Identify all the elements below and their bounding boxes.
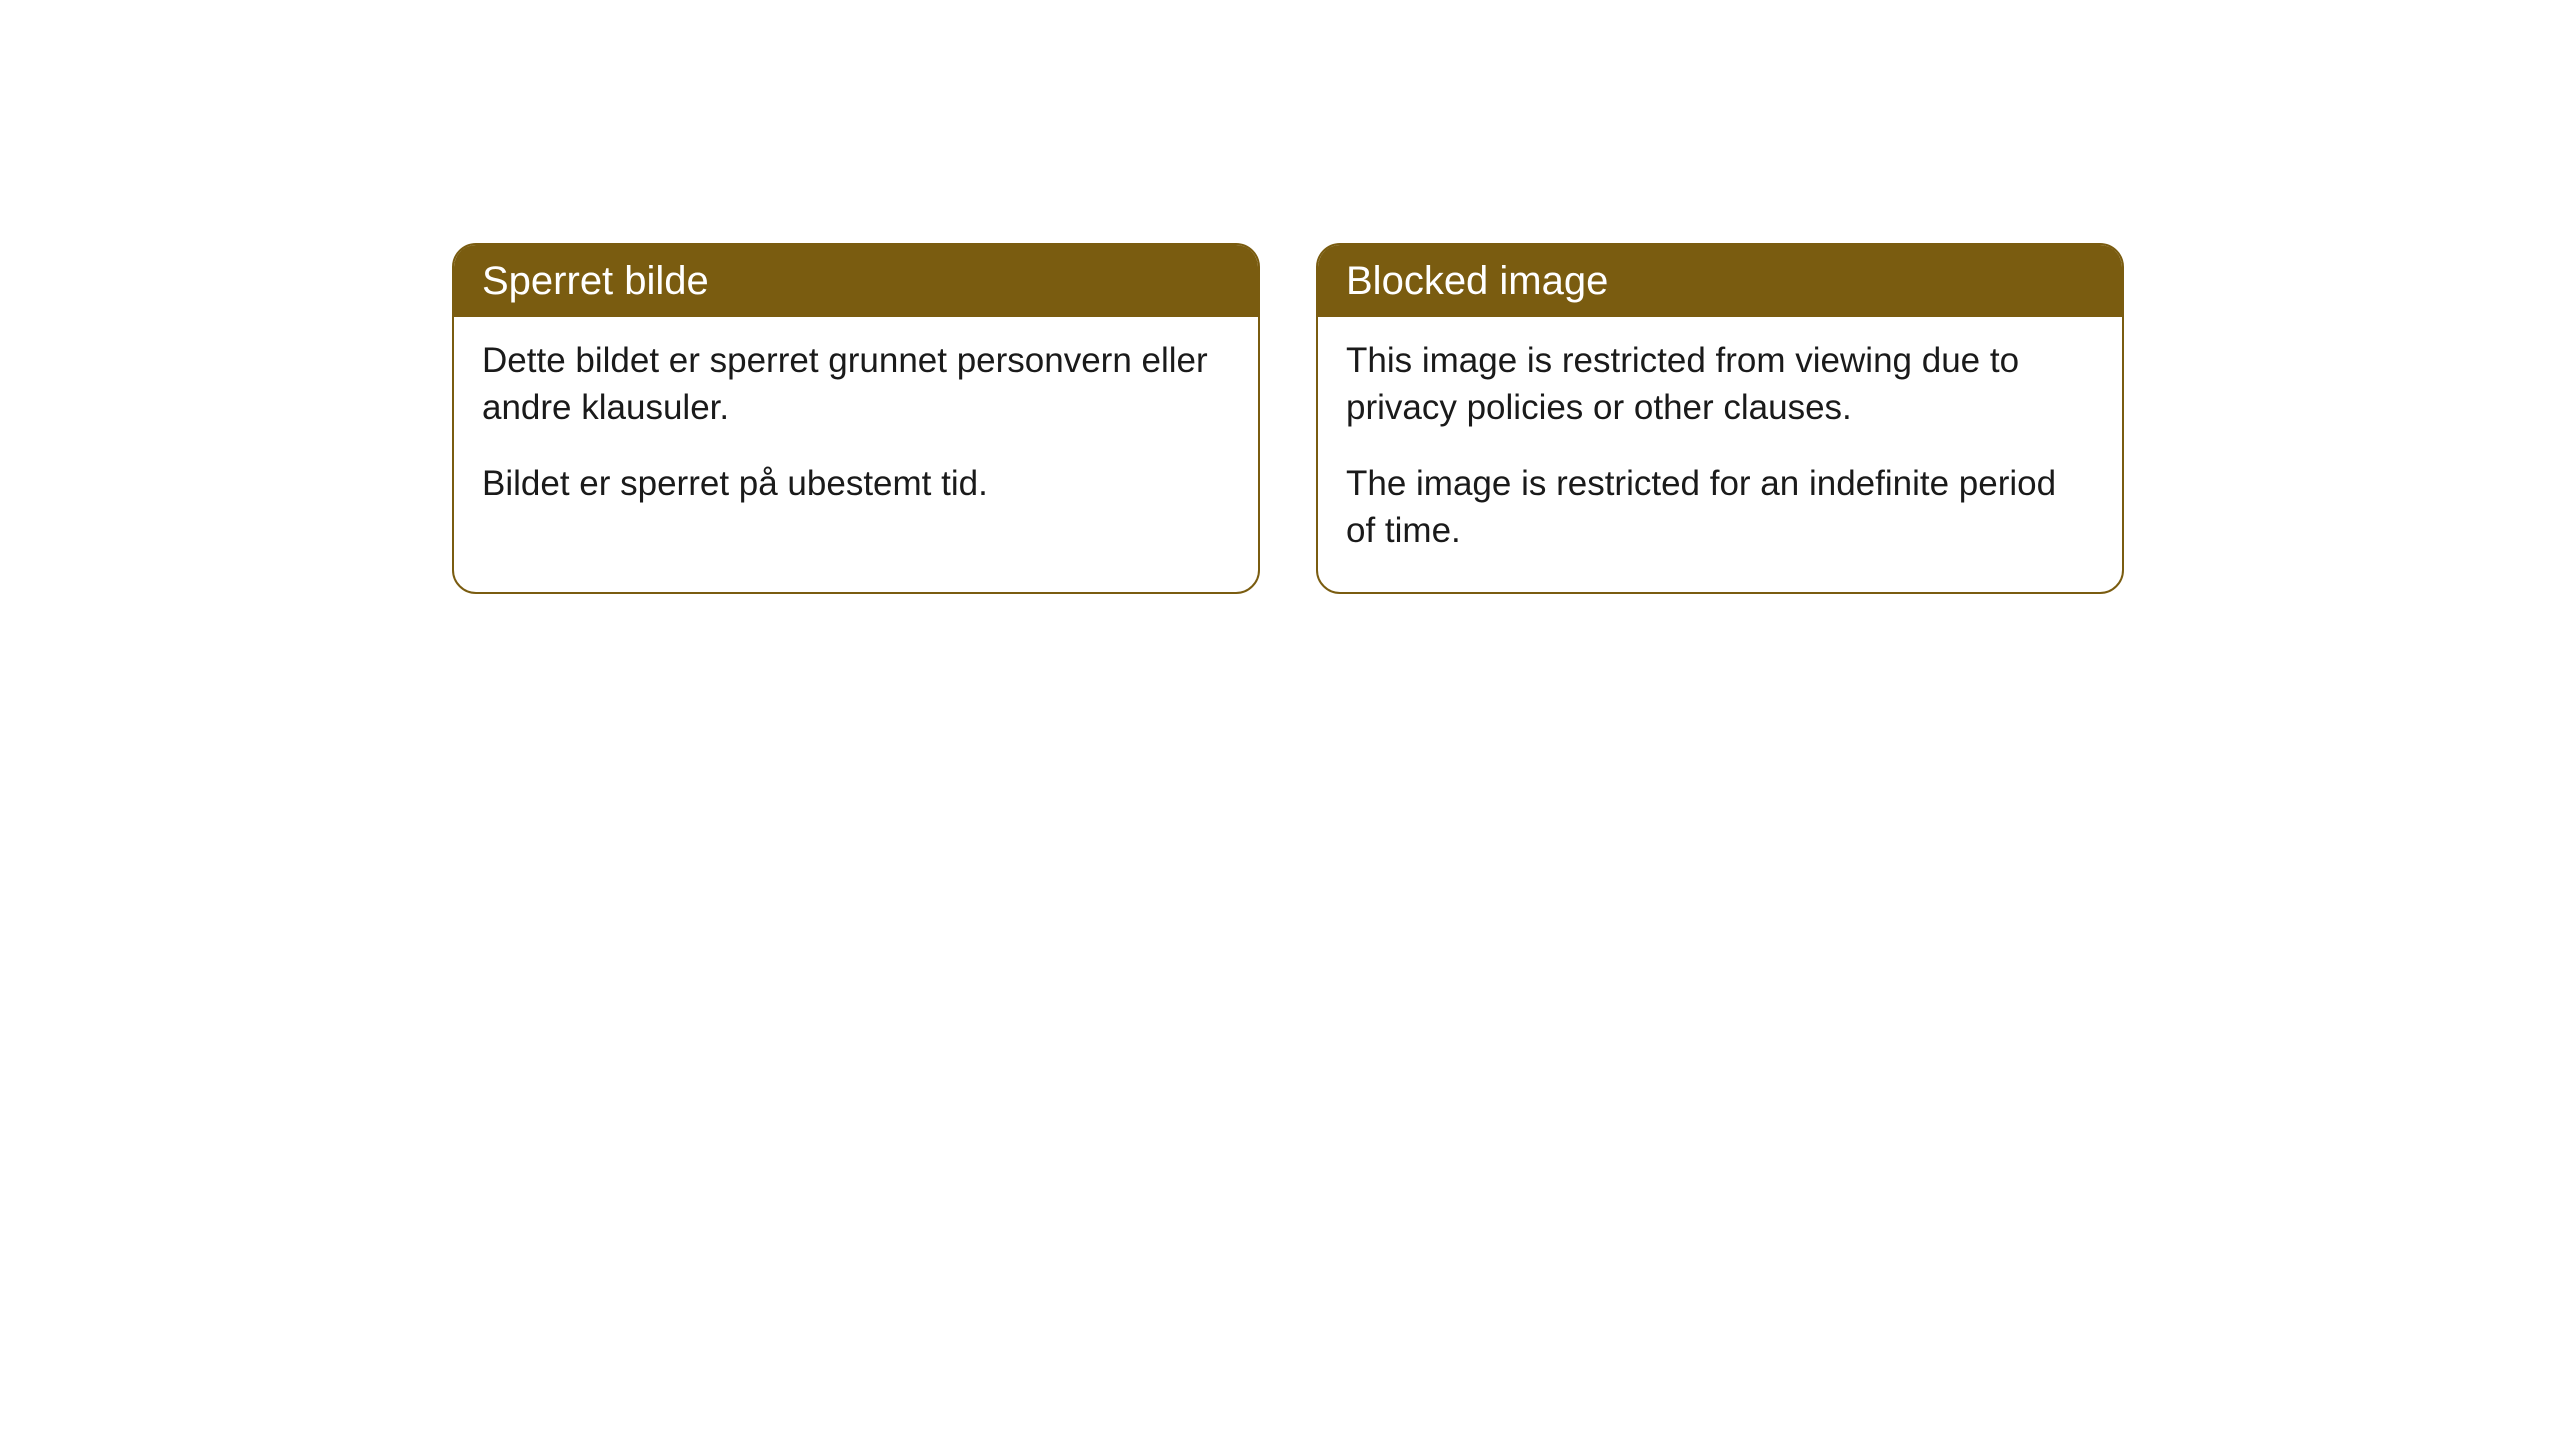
card-body-norwegian: Dette bildet er sperret grunnet personve…: [454, 317, 1258, 545]
card-english: Blocked image This image is restricted f…: [1316, 243, 2124, 594]
card-paragraph: This image is restricted from viewing du…: [1346, 337, 2094, 432]
card-paragraph: The image is restricted for an indefinit…: [1346, 460, 2094, 555]
card-header-norwegian: Sperret bilde: [454, 245, 1258, 317]
card-header-english: Blocked image: [1318, 245, 2122, 317]
cards-container: Sperret bilde Dette bildet er sperret gr…: [0, 0, 2560, 594]
card-norwegian: Sperret bilde Dette bildet er sperret gr…: [452, 243, 1260, 594]
card-paragraph: Bildet er sperret på ubestemt tid.: [482, 460, 1230, 507]
card-body-english: This image is restricted from viewing du…: [1318, 317, 2122, 592]
card-paragraph: Dette bildet er sperret grunnet personve…: [482, 337, 1230, 432]
